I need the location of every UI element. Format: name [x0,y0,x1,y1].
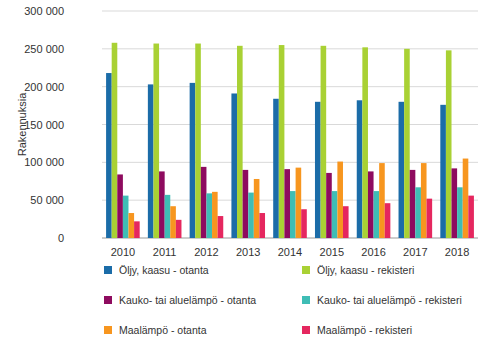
bar [212,192,218,238]
bar [254,179,260,238]
y-tick-label: 50 000 [30,194,64,206]
x-tick-label: 2017 [403,246,427,258]
bar [176,220,182,238]
bar [218,216,224,238]
bar [404,49,410,238]
legend-label: Maalämpö - otanta [119,324,207,336]
bar [290,191,296,238]
bar [148,84,154,238]
chart: 0 50 000 100 000 150 000 200 000 250 000 300 0… [0,0,492,346]
bar [452,168,458,238]
bar [410,170,416,238]
legend-swatch [302,326,310,334]
x-tick-label: 2014 [278,246,302,258]
x-tick-label: 2013 [236,246,260,258]
grid-line [102,11,478,12]
bar [440,105,446,238]
bars [106,43,474,238]
bar [415,187,421,238]
bar [237,46,243,238]
x-tick-label: 2010 [111,246,135,258]
bar [248,193,254,238]
y-tick-label: 300 000 [24,5,64,17]
bar [190,83,196,238]
y-tick-label: 0 [58,232,64,244]
bar [128,213,134,238]
bar [301,209,307,238]
legend-label: Maalämpö - rekisteri [317,324,412,336]
x-tick-label: 2011 [153,246,177,258]
bar [296,168,302,238]
bar [170,206,176,238]
legend-label: Öljy, kaasu - rekisteri [317,264,414,276]
bar [463,159,469,238]
bar [362,47,368,238]
legend-swatch [302,266,310,274]
bar [206,193,212,238]
x-tick-label: 2015 [320,246,344,258]
x-tick-label: 2012 [194,246,218,258]
bar [259,213,265,238]
bar [457,187,463,238]
bar [153,44,159,238]
legend-swatch [104,296,112,304]
bar [332,191,338,238]
bar [159,171,165,238]
y-tick-label: 200 000 [24,81,64,93]
bar [468,196,474,238]
bar [421,163,427,238]
bar [279,45,285,238]
bar [337,162,343,238]
bar [399,102,405,238]
bar [321,46,327,238]
bar [195,44,201,238]
x-tick-label: 2018 [445,246,469,258]
bar [427,199,433,238]
bar [231,93,237,238]
bar [315,102,321,238]
bar [112,43,118,238]
bar [385,203,391,238]
y-tick-label: 100 000 [24,156,64,168]
bar [117,174,123,238]
legend-swatch [104,266,112,274]
bar [123,196,129,238]
legend-label: Kauko- tai aluelämpö - otanta [119,294,256,306]
bar [326,173,332,238]
bar [201,167,207,238]
bar [106,73,112,238]
bar [343,206,349,238]
y-tick-label: 250 000 [24,43,64,55]
legend-swatch [302,296,310,304]
bar [243,170,249,238]
bar [357,100,363,238]
y-tick-label: 150 000 [24,119,64,131]
x-tick-label: 2016 [361,246,385,258]
y-axis-label: Rakennuksia [16,92,28,156]
bar [134,221,140,238]
bar [379,163,385,238]
bar [273,99,279,238]
legend-swatch [104,326,112,334]
legend-label: Kauko- tai aluelämpö - rekisteri [317,294,462,306]
bar [284,169,290,238]
bar [165,195,171,238]
legend-label: Öljy, kaasu - otanta [119,264,209,276]
bar [446,50,452,238]
bar [368,171,374,238]
bar [374,191,380,238]
